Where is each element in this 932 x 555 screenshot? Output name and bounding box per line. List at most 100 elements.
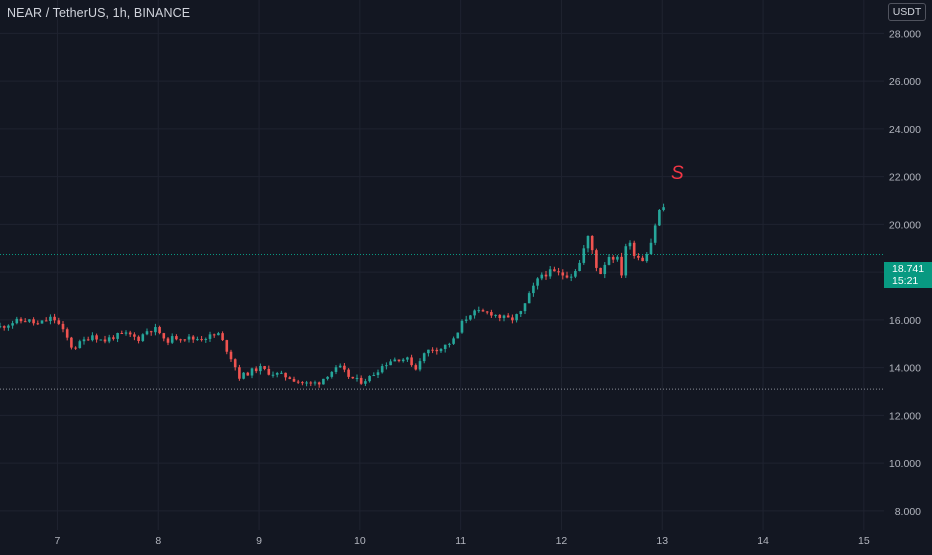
- candle-body: [494, 314, 497, 316]
- candle-body: [19, 318, 23, 322]
- candle-body: [317, 382, 321, 385]
- candle-body: [351, 376, 355, 379]
- candle-body: [91, 335, 94, 341]
- candle-body: [187, 336, 191, 340]
- candle-body: [485, 311, 489, 313]
- candle-body: [61, 323, 65, 330]
- candle-body: [532, 285, 535, 294]
- candle-body: [481, 310, 485, 312]
- candle-body: [439, 349, 443, 352]
- candle-body: [7, 325, 10, 328]
- candle-body: [137, 336, 140, 341]
- candle-body: [641, 257, 644, 262]
- candle-body: [116, 333, 119, 339]
- candle-body: [490, 312, 493, 316]
- candle-body: [284, 372, 287, 378]
- candle-body: [527, 293, 531, 304]
- candle-body: [359, 377, 363, 384]
- candle-body: [11, 323, 14, 326]
- last-price-label: 18.741 15:21: [884, 262, 932, 288]
- candle-body: [57, 320, 61, 324]
- candle-body: [36, 323, 40, 325]
- candle-body: [645, 254, 649, 262]
- candle-body: [250, 368, 254, 376]
- candle-body: [296, 381, 300, 383]
- candle-body: [95, 335, 98, 340]
- candle-body: [196, 339, 199, 341]
- candle-body: [149, 331, 153, 333]
- candle-body: [212, 334, 216, 336]
- candle-body: [414, 365, 418, 370]
- candle-body: [368, 375, 371, 382]
- candle-body: [498, 314, 502, 318]
- candle-body: [2, 326, 6, 328]
- candle-body: [44, 320, 48, 322]
- candle-body: [376, 372, 380, 376]
- candle-body: [422, 353, 426, 362]
- y-tick-label: 16.000: [889, 315, 921, 327]
- candle-body: [448, 343, 451, 345]
- candle-body: [166, 338, 170, 343]
- candle-body: [70, 337, 73, 348]
- y-tick-label: 12.000: [889, 410, 921, 422]
- candle-body: [301, 382, 304, 384]
- candle-body: [107, 337, 111, 342]
- candle-body: [86, 339, 90, 341]
- candle-body: [158, 327, 161, 334]
- x-tick-label: 8: [155, 535, 161, 547]
- candle-body: [0, 326, 2, 328]
- time-axis[interactable]: 7 8 9 10 11 12 13 14 15: [55, 535, 870, 547]
- candle-body: [238, 367, 241, 379]
- candle-body: [229, 351, 233, 360]
- candle-body: [389, 361, 392, 366]
- candle-body: [574, 271, 577, 277]
- annotation-s[interactable]: S: [671, 163, 684, 184]
- candle-body: [544, 274, 548, 277]
- candle-body: [553, 269, 556, 272]
- price-axis[interactable]: 8.00010.00012.00014.00016.00018.00020.00…: [889, 28, 921, 517]
- candle-body: [464, 319, 468, 321]
- candle-body: [208, 334, 212, 339]
- candle-body: [183, 339, 187, 341]
- candle-body: [523, 303, 527, 312]
- candle-body: [347, 369, 350, 377]
- candle-body: [242, 372, 245, 379]
- x-tick-label: 7: [55, 535, 61, 547]
- candle-body: [292, 378, 296, 382]
- candle-body: [616, 256, 619, 260]
- candle-body: [170, 336, 174, 343]
- currency-button[interactable]: USDT: [888, 3, 926, 21]
- candle-body: [620, 256, 623, 276]
- x-tick-label: 15: [858, 535, 870, 547]
- candle-body: [179, 339, 182, 341]
- symbol-title[interactable]: NEAR / TetherUS, 1h, BINANCE: [7, 6, 191, 20]
- candle-body: [511, 317, 514, 321]
- candle-body: [53, 316, 56, 321]
- grid: [0, 0, 884, 530]
- candle-body: [607, 257, 611, 265]
- candle-body: [603, 264, 607, 275]
- candle-body: [246, 372, 250, 376]
- candle-body: [124, 332, 128, 334]
- candle-body: [267, 368, 271, 375]
- candle-body: [653, 225, 657, 243]
- candle-body: [364, 381, 367, 384]
- candle-body: [221, 333, 224, 341]
- y-tick-label: 20.000: [889, 219, 921, 231]
- candle-body: [477, 310, 481, 312]
- x-tick-label: 13: [656, 535, 668, 547]
- candle-body: [658, 209, 661, 226]
- candle-body: [473, 310, 476, 316]
- candle-body: [632, 242, 636, 256]
- candle-body: [217, 333, 220, 336]
- candle-body: [452, 338, 455, 344]
- drawing-layer[interactable]: S: [671, 163, 684, 184]
- candle-body: [599, 267, 602, 275]
- candle-body: [145, 331, 149, 335]
- candle-body: [326, 376, 329, 379]
- candle-body: [637, 255, 640, 258]
- y-tick-label: 8.000: [895, 506, 921, 518]
- candle-body: [23, 321, 27, 323]
